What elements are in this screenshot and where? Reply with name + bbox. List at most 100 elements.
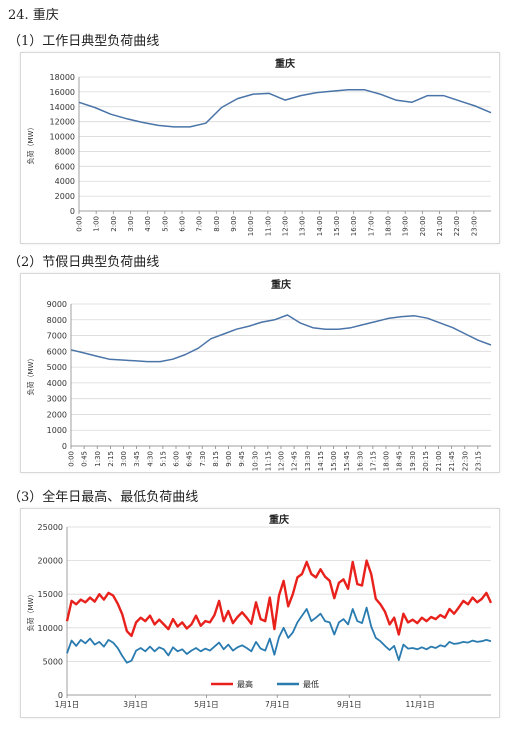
x-tick-label: 16:30 xyxy=(356,451,364,471)
x-tick-label: 2:00 xyxy=(110,216,118,232)
x-tick-label: 7:00 xyxy=(196,216,204,232)
x-tick-label: 9月1日 xyxy=(337,700,362,709)
y-tick-label: 0 xyxy=(70,207,75,216)
y-tick-label: 0 xyxy=(58,691,63,700)
x-tick-label: 11:15 xyxy=(264,451,272,471)
y-tick-label: 10000 xyxy=(38,624,63,633)
x-tick-label: 6:00 xyxy=(179,216,187,232)
x-tick-label: 0:45 xyxy=(81,451,89,467)
x-tick-label: 15:00 xyxy=(333,216,341,236)
workday-load-chart: 重庆 0 2000 4000 6000 8000 10000 12000 14000 16000 1… xyxy=(26,57,492,236)
x-tick-label: 14:15 xyxy=(317,451,325,471)
x-tick-label: 1:00 xyxy=(93,216,101,232)
series-line-最低 xyxy=(66,606,492,664)
y-tick-label: 9000 xyxy=(47,300,67,309)
x-tick-label: 12:45 xyxy=(291,451,299,471)
x-tick-label: 3:45 xyxy=(133,451,141,467)
x-tick-label: 5:15 xyxy=(159,451,167,467)
y-tick-label: 15000 xyxy=(38,590,63,599)
y-tick-label: 12000 xyxy=(50,118,75,127)
chart-title: 重庆 xyxy=(275,57,295,70)
x-tick-label: 8:15 xyxy=(212,451,220,467)
x-tick-label: 1月1日 xyxy=(55,700,80,709)
x-tick-label: 20:00 xyxy=(419,216,427,236)
y-tick-label: 3000 xyxy=(47,395,67,404)
x-tick-label: 22:30 xyxy=(461,451,469,471)
x-tick-label: 8:00 xyxy=(213,216,221,232)
x-tick-label: 5:00 xyxy=(161,216,169,232)
y-tick-label: 0 xyxy=(62,442,67,451)
x-tick-label: 14:00 xyxy=(316,216,324,236)
x-tick-label: 13:00 xyxy=(299,216,307,236)
x-tick-label: 15:45 xyxy=(343,451,351,471)
x-tick-label: 9:45 xyxy=(238,451,246,467)
y-tick-label: 2000 xyxy=(55,192,75,201)
x-tick-label: 18:00 xyxy=(383,451,391,471)
x-tick-label: 10:30 xyxy=(251,451,259,471)
x-tick-label: 12:00 xyxy=(278,451,286,471)
x-tick-label: 19:00 xyxy=(402,216,410,236)
x-tick-label: 4:30 xyxy=(146,451,154,467)
x-tick-label: 7月1日 xyxy=(265,700,290,709)
y-axis-label: 负荷（MW） xyxy=(26,591,35,632)
y-tick-label: 6000 xyxy=(47,347,67,356)
x-tick-label: 17:15 xyxy=(369,451,377,471)
series-line xyxy=(70,314,492,363)
x-tick-label: 1:30 xyxy=(94,451,102,467)
x-tick-label: 22:00 xyxy=(453,216,461,236)
y-tick-label: 14000 xyxy=(50,103,75,112)
x-tick-label: 0:00 xyxy=(68,451,76,467)
x-tick-label: 18:45 xyxy=(396,451,404,471)
series-line-最高 xyxy=(65,559,493,638)
x-tick-label: 5月1日 xyxy=(194,700,219,709)
x-tick-label: 12:00 xyxy=(282,216,290,236)
x-tick-label: 13:30 xyxy=(304,451,312,471)
y-axis-label: 负荷（MW） xyxy=(26,355,35,396)
x-tick-label: 2:15 xyxy=(107,451,115,467)
x-tick-label: 7:30 xyxy=(199,451,207,467)
x-tick-label: 16:00 xyxy=(350,216,358,236)
y-tick-label: 2000 xyxy=(47,410,67,419)
x-tick-label: 19:30 xyxy=(409,451,417,471)
y-tick-label: 6000 xyxy=(55,162,75,171)
holiday-load-chart: 重庆 0 1000 2000 3000 4000 5000 6000 7000 8000 9000 负… xyxy=(26,278,492,471)
holiday-chart-panel: 重庆 0 1000 2000 3000 4000 5000 6000 7000 8000 9000 负… xyxy=(20,273,500,473)
section-title: 24. 重庆 xyxy=(8,8,59,23)
y-axis-label: 负荷（MW） xyxy=(26,124,35,165)
x-tick-label: 20:15 xyxy=(422,451,430,471)
annual-chart-panel: 重庆 0 5000 10000 15000 20000 25000 负荷（MW） 1月1日 3月1… xyxy=(20,508,500,718)
legend-label: 最低 xyxy=(303,679,319,689)
x-tick-label: 11月1日 xyxy=(405,700,434,709)
workday-chart-panel: 重庆 0 2000 4000 6000 8000 10000 12000 14000 16000 1… xyxy=(20,52,500,244)
x-tick-label: 21:45 xyxy=(448,451,456,471)
y-tick-label: 18000 xyxy=(50,73,75,82)
x-tick-label: 11:00 xyxy=(264,216,272,236)
x-tick-label: 17:00 xyxy=(367,216,375,236)
y-tick-label: 10000 xyxy=(50,133,75,142)
heading-workday: （1）工作日典型负荷曲线 xyxy=(8,34,160,49)
legend-label: 最高 xyxy=(237,679,253,689)
y-tick-label: 7000 xyxy=(47,332,67,341)
x-tick-label: 3:00 xyxy=(127,216,135,232)
y-tick-label: 25000 xyxy=(38,523,63,532)
x-tick-label: 6:45 xyxy=(186,451,194,467)
heading-annual: （3）全年日最高、最低负荷曲线 xyxy=(8,490,199,505)
x-tick-label: 6:00 xyxy=(173,451,181,467)
x-tick-label: 21:00 xyxy=(436,216,444,236)
x-tick-label: 9:00 xyxy=(230,216,238,232)
y-tick-label: 4000 xyxy=(55,177,75,186)
y-tick-label: 5000 xyxy=(47,363,67,372)
x-tick-label: 3:00 xyxy=(120,451,128,467)
chart-title: 重庆 xyxy=(271,278,291,291)
x-tick-label: 23:15 xyxy=(474,451,482,471)
x-tick-label: 0:00 xyxy=(76,216,84,232)
y-tick-label: 1000 xyxy=(47,426,67,435)
annual-max-min-load-chart: 重庆 0 5000 10000 15000 20000 25000 负荷（MW） 1月1日 3月1… xyxy=(26,513,493,709)
heading-holiday: （2）节假日典型负荷曲线 xyxy=(8,255,160,270)
x-tick-label: 18:00 xyxy=(385,216,393,236)
series-line xyxy=(78,88,492,128)
y-tick-label: 16000 xyxy=(50,88,75,97)
x-tick-label: 23:00 xyxy=(470,216,478,236)
x-tick-label: 4:00 xyxy=(144,216,152,232)
y-tick-label: 4000 xyxy=(47,379,67,388)
